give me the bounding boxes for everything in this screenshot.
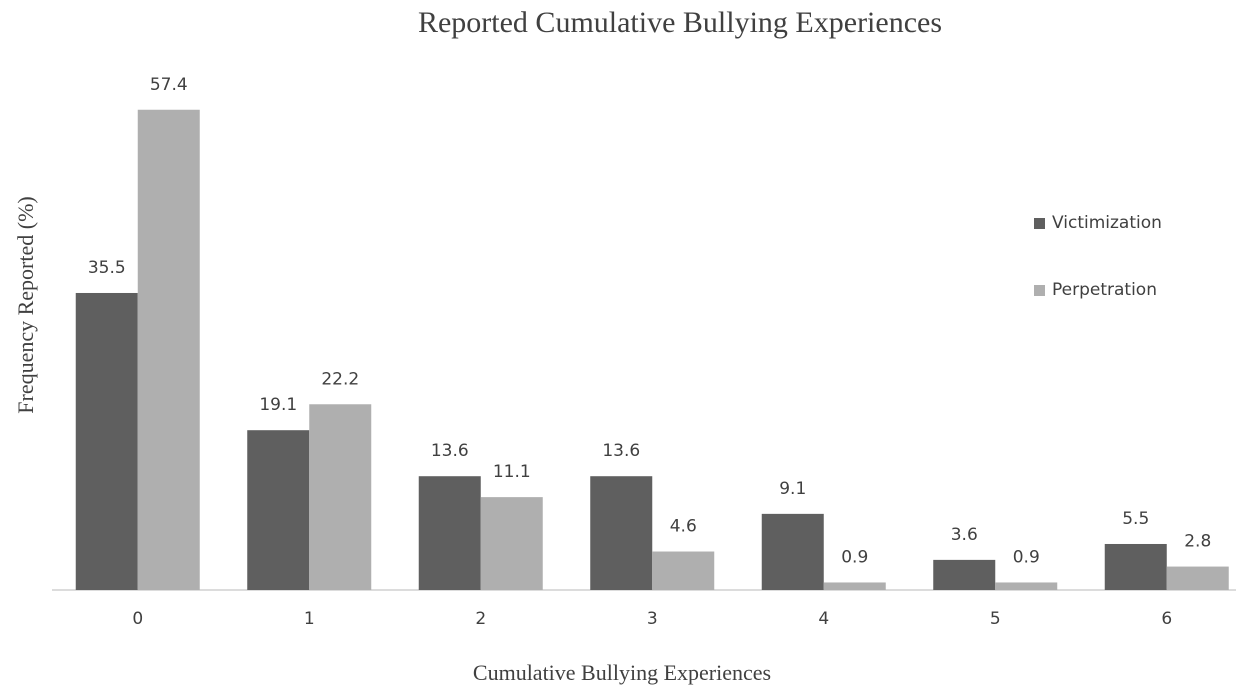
chart-title: Reported Cumulative Bullying Experiences bbox=[418, 6, 942, 39]
legend-label: Victimization bbox=[1052, 213, 1162, 233]
bar bbox=[247, 430, 310, 590]
x-axis-title: Cumulative Bullying Experiences bbox=[473, 660, 771, 685]
data-label: 4.6 bbox=[670, 517, 697, 537]
x-tick-label: 6 bbox=[1161, 609, 1172, 629]
data-label: 35.5 bbox=[88, 258, 126, 278]
bar bbox=[75, 292, 138, 590]
data-label: 19.1 bbox=[259, 395, 297, 415]
bar bbox=[995, 582, 1058, 590]
data-label: 0.9 bbox=[1013, 547, 1040, 567]
data-label: 22.2 bbox=[321, 369, 359, 389]
bar bbox=[137, 109, 200, 591]
legend-label: Perpetration bbox=[1052, 280, 1157, 300]
bar bbox=[1166, 566, 1229, 590]
data-label: 11.1 bbox=[493, 462, 531, 482]
y-axis-title: Frequency Reported (%) bbox=[13, 196, 38, 413]
bar bbox=[652, 551, 715, 590]
x-tick-label: 2 bbox=[475, 609, 486, 629]
bar bbox=[590, 476, 653, 590]
bar bbox=[823, 582, 886, 590]
data-label: 13.6 bbox=[602, 441, 640, 461]
bar bbox=[418, 476, 481, 590]
data-label: 0.9 bbox=[841, 547, 868, 567]
bar bbox=[933, 559, 996, 590]
legend-swatch bbox=[1034, 218, 1045, 229]
x-tick-label: 0 bbox=[132, 609, 143, 629]
bar bbox=[309, 404, 372, 590]
x-tick-label: 4 bbox=[818, 609, 829, 629]
x-tick-label: 5 bbox=[990, 609, 1001, 629]
legend-swatch bbox=[1034, 285, 1045, 296]
bar bbox=[480, 497, 543, 590]
data-label: 9.1 bbox=[779, 479, 806, 499]
data-label: 5.5 bbox=[1122, 509, 1149, 529]
x-tick-label: 3 bbox=[647, 609, 658, 629]
data-label: 3.6 bbox=[951, 525, 978, 545]
bar bbox=[761, 513, 824, 590]
data-label: 2.8 bbox=[1184, 532, 1211, 552]
x-tick-label: 1 bbox=[304, 609, 315, 629]
data-label: 57.4 bbox=[150, 75, 188, 95]
bar bbox=[1104, 543, 1167, 590]
data-label: 13.6 bbox=[431, 441, 469, 461]
